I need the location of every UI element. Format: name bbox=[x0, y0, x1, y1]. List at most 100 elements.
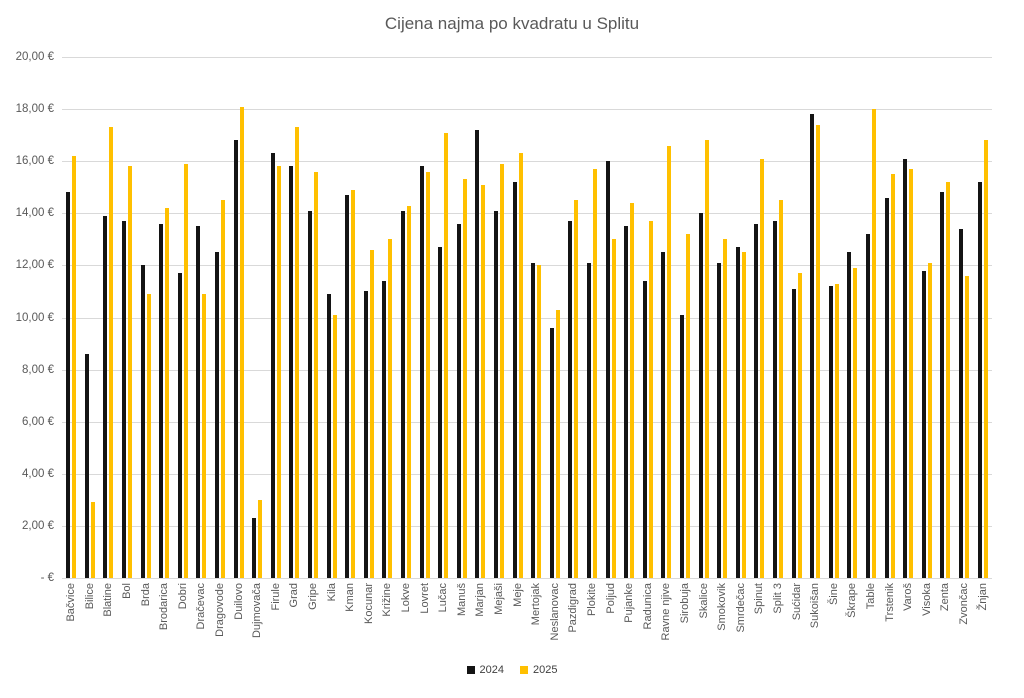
bar-group-Brda bbox=[136, 57, 155, 578]
x-tick-label-text: Dragovode bbox=[214, 583, 227, 637]
bar-2024-Zenta bbox=[940, 192, 945, 578]
bar-group-Ravne njive bbox=[657, 57, 676, 578]
bar-2025-Visoka bbox=[927, 262, 932, 578]
x-tick-label-text: Lovret bbox=[418, 583, 431, 614]
bar-2025-Lučac bbox=[444, 132, 449, 578]
x-tick-label-Dragovode: Dragovode bbox=[211, 583, 230, 637]
x-tick-label-Sirobuja: Sirobuja bbox=[676, 583, 695, 623]
bar-group-Bol bbox=[118, 57, 137, 578]
bar-2024-Pujanke bbox=[624, 226, 629, 578]
bar-2024-Grad bbox=[289, 166, 294, 578]
x-tick-label-Bol: Bol bbox=[118, 583, 137, 599]
bar-group-Skalice bbox=[694, 57, 713, 578]
x-tick-label-Visoka: Visoka bbox=[918, 583, 937, 616]
bar-group-Šine bbox=[825, 57, 844, 578]
bar-2024-Brda bbox=[140, 265, 145, 578]
x-tick-label-text: Lokve bbox=[400, 583, 413, 613]
x-tick-label-text: Dujmovača bbox=[251, 583, 264, 639]
bar-2024-Križine bbox=[382, 281, 387, 578]
bar-2024-Neslanovac bbox=[549, 327, 554, 578]
x-tick-label-text: Sućidar bbox=[790, 583, 803, 621]
x-tick-label-text: Plokite bbox=[586, 583, 599, 617]
bar-2024-Bilice bbox=[84, 353, 89, 578]
bar-2025-Mejaši bbox=[500, 163, 505, 578]
bar-2024-Visoka bbox=[921, 270, 926, 578]
x-tick-label-text: Neslanovac bbox=[548, 583, 561, 641]
x-tick-label-text: Križine bbox=[381, 583, 394, 617]
x-tick-label-Smokovik: Smokovik bbox=[713, 583, 732, 631]
bar-group-Pazdigrad bbox=[564, 57, 583, 578]
x-tick-label-Smrdečac: Smrdečac bbox=[732, 583, 751, 633]
x-tick-label-text: Smokovik bbox=[716, 583, 729, 631]
x-tick-label-Kman: Kman bbox=[341, 583, 360, 612]
x-tick-label-Brodarica: Brodarica bbox=[155, 583, 174, 630]
legend-item-2025: 2025 bbox=[520, 664, 557, 676]
bar-2025-Dragovode bbox=[221, 200, 226, 578]
grid-line bbox=[62, 109, 992, 111]
x-tick-label-Poljud: Poljud bbox=[601, 583, 620, 614]
bar-2025-Zvončac bbox=[965, 275, 970, 578]
bar-2025-Mertojak bbox=[537, 265, 542, 578]
x-axis: Bačvice Bilice Blatine Bol Brda Brodarica Dobr… bbox=[62, 583, 992, 663]
bar-group-Kocunar bbox=[360, 57, 379, 578]
bar-2024-Meje bbox=[512, 182, 517, 578]
bar-2025-Škrape bbox=[853, 268, 858, 578]
bar-group-Sućidar bbox=[787, 57, 806, 578]
bar-2025-Sukoišan bbox=[816, 124, 821, 578]
x-tick-label-text: Mejaši bbox=[493, 583, 506, 615]
bar-2025-Šine bbox=[834, 283, 839, 578]
bar-2024-Zvončac bbox=[959, 228, 964, 578]
x-tick-label-Kocunar: Kocunar bbox=[360, 583, 379, 624]
bar-2025-Pujanke bbox=[630, 202, 635, 578]
bar-group-Mejaši bbox=[490, 57, 509, 578]
x-tick-label-Sukoišan: Sukoišan bbox=[806, 583, 825, 628]
bar-group-Firule bbox=[267, 57, 286, 578]
bar-2025-Sirobuja bbox=[686, 234, 691, 578]
bar-2024-Sućidar bbox=[791, 288, 796, 578]
bar-2025-Kocunar bbox=[369, 249, 374, 578]
x-tick-label-Table: Table bbox=[862, 583, 881, 609]
x-tick-label-text: Spinut bbox=[753, 583, 766, 615]
bar-2024-Spinut bbox=[754, 223, 759, 578]
grid-line bbox=[62, 421, 992, 423]
bar-2025-Zenta bbox=[946, 182, 951, 578]
x-tick-label-Bilice: Bilice bbox=[81, 583, 100, 609]
bar-2024-Dobri bbox=[177, 273, 182, 578]
x-tick-label-Pujanke: Pujanke bbox=[620, 583, 639, 623]
y-tick-label: 14,00 € bbox=[15, 207, 54, 220]
bar-2025-Table bbox=[872, 109, 877, 578]
bar-group-Lovret bbox=[415, 57, 434, 578]
x-tick-label-Pazdigrad: Pazdigrad bbox=[564, 583, 583, 633]
bar-2024-Mejaši bbox=[494, 210, 499, 578]
bar-2025-Ravne njive bbox=[667, 145, 672, 578]
x-tick-label-Varoš: Varoš bbox=[899, 583, 918, 611]
x-tick-label-text: Split 3 bbox=[772, 583, 785, 614]
bar-2025-Radunica bbox=[648, 221, 653, 578]
x-tick-label-text: Zvončac bbox=[958, 583, 971, 625]
x-tick-label-Mejaši: Mejaši bbox=[490, 583, 509, 615]
bar-group-Gripe bbox=[304, 57, 323, 578]
bar-2025-Pazdigrad bbox=[574, 200, 579, 578]
chart-title: Cijena najma po kvadratu u Splitu bbox=[384, 14, 640, 33]
bar-group-Lokve bbox=[397, 57, 416, 578]
x-tick-label-Križine: Križine bbox=[378, 583, 397, 617]
bar-group-Sirobuja bbox=[676, 57, 695, 578]
bar-2025-Trstenik bbox=[890, 174, 895, 578]
x-tick-label-Mertojak: Mertojak bbox=[527, 583, 546, 625]
bar-2025-Neslanovac bbox=[555, 309, 560, 578]
bar-group-Varoš bbox=[899, 57, 918, 578]
bar-2024-Ravne njive bbox=[661, 252, 666, 578]
bar-group-Plokite bbox=[583, 57, 602, 578]
y-tick-label: 12,00 € bbox=[15, 259, 54, 272]
bar-group-Kman bbox=[341, 57, 360, 578]
bar-group-Bačvice bbox=[62, 57, 81, 578]
bar-2025-Smokovik bbox=[723, 239, 728, 578]
bar-2025-Dobri bbox=[183, 163, 188, 578]
x-tick-label-Gripe: Gripe bbox=[304, 583, 323, 610]
bar-group-Zenta bbox=[936, 57, 955, 578]
legend-label-2024: 2024 bbox=[479, 664, 504, 676]
y-tick-label: 6,00 € bbox=[22, 415, 54, 428]
x-tick-label-text: Sukoišan bbox=[809, 583, 822, 629]
y-tick-label: 2,00 € bbox=[22, 519, 54, 532]
bar-group-Pujanke bbox=[620, 57, 639, 578]
